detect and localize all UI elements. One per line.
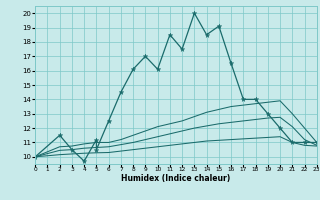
- X-axis label: Humidex (Indice chaleur): Humidex (Indice chaleur): [121, 174, 231, 183]
